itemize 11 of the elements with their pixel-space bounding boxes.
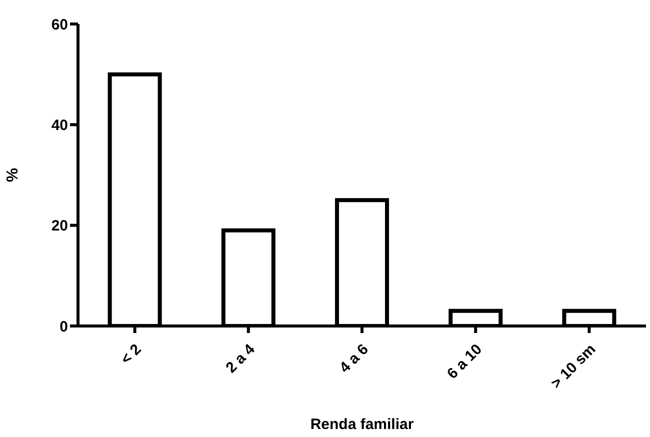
y-tick-label: 0: [60, 318, 68, 336]
y-tick-label: 40: [51, 116, 68, 134]
x-tick-label: > 10 sm: [548, 340, 600, 392]
x-tick-label: 2 a 4: [222, 340, 259, 376]
y-axis-title: %: [4, 168, 22, 182]
x-axis-title: Renda familiar: [310, 416, 414, 433]
y-tick-label: 20: [51, 218, 68, 235]
x-tick-label: 4 a 6: [336, 340, 372, 376]
x-tick-label: < 2: [118, 340, 145, 368]
x-tick-label: 6 a 10: [444, 340, 486, 382]
y-tick-label: 60: [51, 16, 68, 34]
